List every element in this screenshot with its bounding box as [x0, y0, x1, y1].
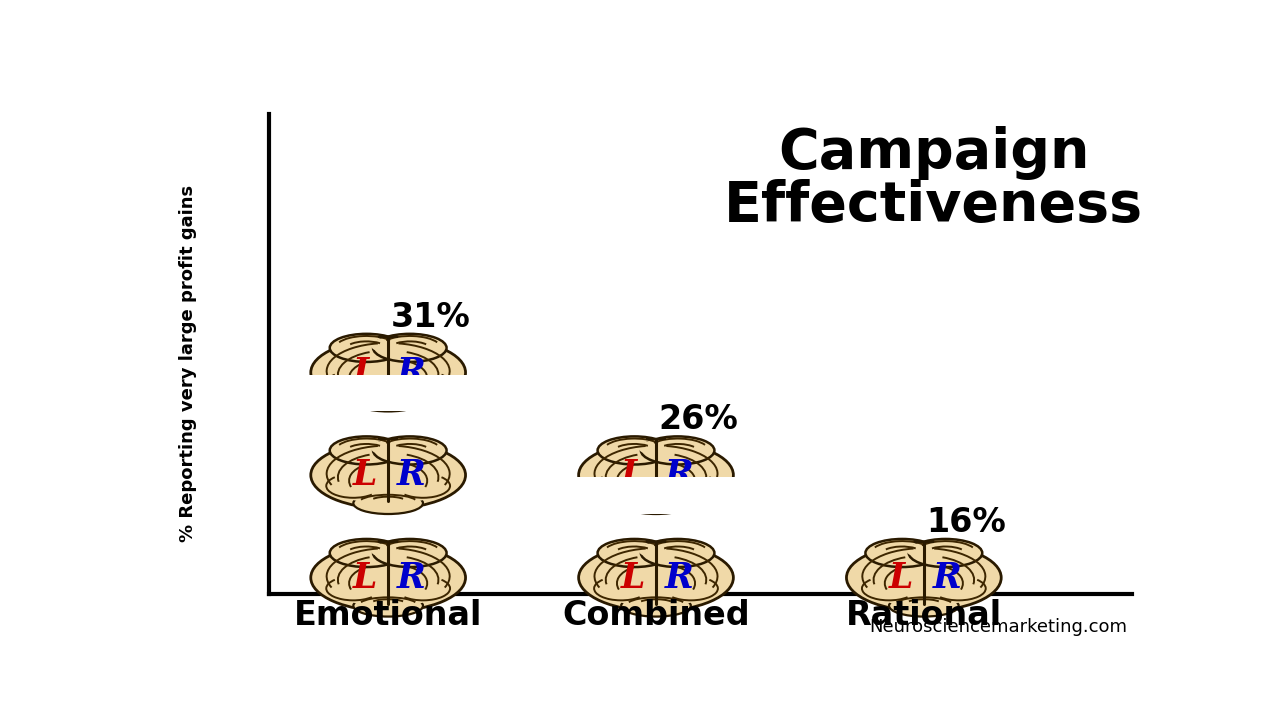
Ellipse shape	[641, 539, 714, 567]
Text: L: L	[621, 561, 645, 595]
Ellipse shape	[342, 382, 435, 401]
Ellipse shape	[579, 441, 733, 508]
Text: 26%: 26%	[659, 403, 739, 436]
Ellipse shape	[846, 544, 1001, 611]
Ellipse shape	[598, 436, 671, 464]
Ellipse shape	[579, 544, 733, 611]
Text: Effectiveness: Effectiveness	[724, 179, 1143, 233]
Text: R: R	[664, 561, 694, 595]
Text: L: L	[353, 458, 378, 492]
Ellipse shape	[311, 544, 466, 611]
Ellipse shape	[353, 390, 422, 411]
Ellipse shape	[639, 543, 673, 558]
Ellipse shape	[371, 338, 406, 353]
Text: 16%: 16%	[927, 505, 1006, 539]
Ellipse shape	[372, 539, 447, 567]
Text: L: L	[888, 561, 913, 595]
Text: L: L	[621, 458, 645, 492]
Ellipse shape	[330, 334, 403, 362]
Text: Combined: Combined	[562, 599, 750, 632]
Ellipse shape	[890, 595, 959, 616]
Text: R: R	[397, 356, 426, 390]
Text: L: L	[353, 356, 378, 390]
Text: R: R	[397, 561, 426, 595]
Ellipse shape	[865, 539, 940, 567]
Ellipse shape	[877, 587, 970, 606]
Ellipse shape	[330, 436, 403, 464]
Ellipse shape	[311, 441, 466, 508]
Ellipse shape	[371, 543, 406, 558]
Ellipse shape	[909, 539, 982, 567]
Ellipse shape	[598, 539, 671, 567]
Text: L: L	[353, 561, 378, 595]
Ellipse shape	[342, 587, 435, 606]
Ellipse shape	[609, 484, 703, 503]
Ellipse shape	[906, 543, 941, 558]
Text: Neurosciencemarketing.com: Neurosciencemarketing.com	[869, 618, 1128, 636]
Ellipse shape	[342, 484, 435, 503]
Ellipse shape	[641, 436, 714, 464]
Ellipse shape	[621, 595, 691, 616]
Text: Campaign: Campaign	[778, 126, 1089, 180]
Ellipse shape	[330, 539, 403, 567]
Text: R: R	[933, 561, 961, 595]
Ellipse shape	[353, 595, 422, 616]
Ellipse shape	[311, 339, 466, 406]
Ellipse shape	[609, 587, 703, 606]
Text: Rational: Rational	[846, 599, 1002, 632]
Text: R: R	[397, 458, 426, 492]
Ellipse shape	[621, 492, 691, 514]
Bar	[563, 477, 749, 514]
Text: % Reporting very large profit gains: % Reporting very large profit gains	[179, 185, 197, 542]
Bar	[296, 374, 481, 411]
Text: 31%: 31%	[390, 301, 471, 333]
Text: Emotional: Emotional	[294, 599, 483, 632]
Ellipse shape	[372, 334, 447, 362]
Ellipse shape	[639, 440, 673, 456]
Ellipse shape	[353, 492, 422, 514]
Text: R: R	[664, 458, 694, 492]
Ellipse shape	[371, 440, 406, 456]
Ellipse shape	[372, 436, 447, 464]
